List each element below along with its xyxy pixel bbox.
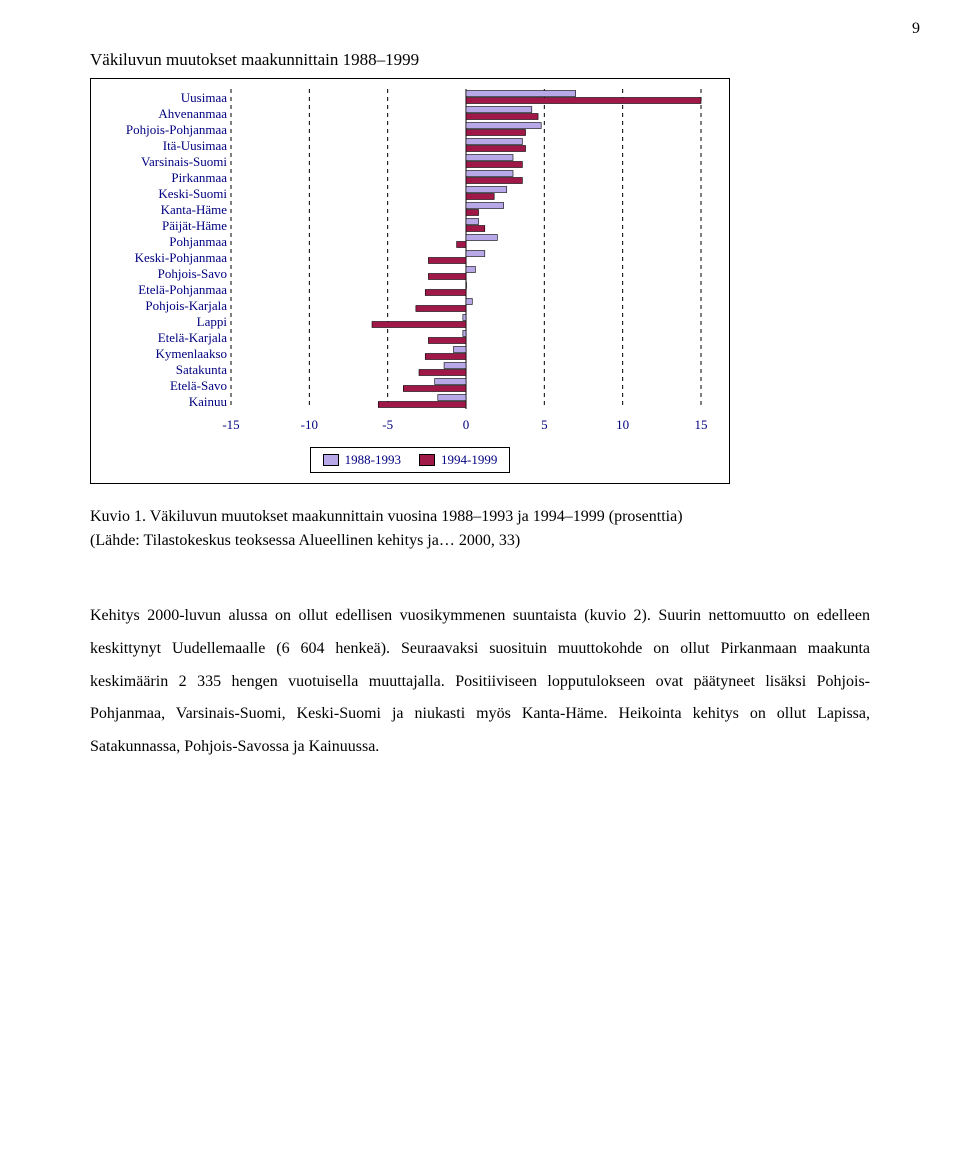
bar bbox=[466, 162, 522, 168]
category-label: Kymenlaakso bbox=[101, 345, 231, 361]
bar bbox=[466, 114, 538, 120]
svg-text:10: 10 bbox=[616, 417, 629, 432]
bar bbox=[466, 139, 522, 145]
category-label: Pohjois-Savo bbox=[101, 265, 231, 281]
category-label: Varsinais-Suomi bbox=[101, 153, 231, 169]
bar bbox=[466, 283, 467, 289]
bar bbox=[466, 178, 522, 184]
bar bbox=[466, 299, 472, 305]
category-label: Etelä-Pohjanmaa bbox=[101, 281, 231, 297]
bar bbox=[466, 219, 479, 225]
legend-label-2: 1994-1999 bbox=[441, 452, 497, 468]
legend-swatch-2 bbox=[419, 454, 435, 466]
bar bbox=[466, 107, 532, 113]
bar bbox=[466, 171, 513, 177]
bar bbox=[466, 155, 513, 161]
category-label: Pirkanmaa bbox=[101, 169, 231, 185]
bar bbox=[466, 267, 475, 273]
bar bbox=[466, 210, 479, 216]
category-label: Kanta-Häme bbox=[101, 201, 231, 217]
bar bbox=[466, 226, 485, 232]
bar bbox=[428, 338, 466, 344]
category-label: Pohjanmaa bbox=[101, 233, 231, 249]
legend-item-1: 1988-1993 bbox=[323, 452, 401, 468]
legend-swatch-1 bbox=[323, 454, 339, 466]
category-label: Päijät-Häme bbox=[101, 217, 231, 233]
category-label: Keski-Pohjanmaa bbox=[101, 249, 231, 265]
bar bbox=[403, 386, 466, 392]
bar bbox=[466, 251, 485, 257]
bar bbox=[466, 187, 507, 193]
category-label: Lappi bbox=[101, 313, 231, 329]
chart-svg: -15-10-5051015 bbox=[231, 89, 701, 439]
legend: 1988-1993 1994-1999 bbox=[310, 447, 511, 473]
bar bbox=[428, 274, 466, 280]
bar bbox=[416, 306, 466, 312]
category-label: Pohjois-Pohjanmaa bbox=[101, 121, 231, 137]
page-number: 9 bbox=[912, 20, 920, 38]
category-label: Pohjois-Karjala bbox=[101, 297, 231, 313]
bar bbox=[466, 194, 494, 200]
bar bbox=[457, 242, 466, 248]
chart-title: Väkiluvun muutokset maakunnittain 1988–1… bbox=[90, 50, 870, 70]
bar bbox=[438, 395, 466, 401]
bar bbox=[466, 91, 576, 97]
svg-text:15: 15 bbox=[695, 417, 708, 432]
figure-caption: Kuvio 1. Väkiluvun muutokset maakunnitta… bbox=[90, 508, 870, 526]
bar bbox=[463, 331, 466, 337]
category-label: Etelä-Karjala bbox=[101, 329, 231, 345]
svg-text:-10: -10 bbox=[301, 417, 318, 432]
category-label: Itä-Uusimaa bbox=[101, 137, 231, 153]
svg-text:0: 0 bbox=[463, 417, 470, 432]
body-paragraph: Kehitys 2000-luvun alussa on ollut edell… bbox=[90, 600, 870, 764]
svg-text:-5: -5 bbox=[382, 417, 393, 432]
bar bbox=[428, 258, 466, 264]
legend-label-1: 1988-1993 bbox=[345, 452, 401, 468]
bar bbox=[466, 146, 526, 152]
category-label: Uusimaa bbox=[101, 89, 231, 105]
category-label: Satakunta bbox=[101, 361, 231, 377]
category-label: Ahvenanmaa bbox=[101, 105, 231, 121]
bar bbox=[372, 322, 466, 328]
bar bbox=[453, 347, 466, 353]
bar bbox=[466, 98, 701, 104]
category-labels: UusimaaAhvenanmaaPohjois-PohjanmaaItä-Uu… bbox=[101, 89, 231, 409]
bar bbox=[466, 123, 541, 129]
bar bbox=[463, 315, 466, 321]
category-label: Etelä-Savo bbox=[101, 377, 231, 393]
bar bbox=[466, 235, 497, 241]
bar bbox=[466, 203, 504, 209]
bar bbox=[425, 290, 466, 296]
bar bbox=[435, 379, 466, 385]
category-label: Kainuu bbox=[101, 393, 231, 409]
plot-area: -15-10-5051015 bbox=[231, 89, 701, 439]
figure-source: (Lähde: Tilastokeskus teoksessa Alueelli… bbox=[90, 532, 870, 550]
bar bbox=[425, 354, 466, 360]
bar bbox=[378, 402, 466, 408]
chart-frame: UusimaaAhvenanmaaPohjois-PohjanmaaItä-Uu… bbox=[90, 78, 730, 484]
svg-text:-15: -15 bbox=[222, 417, 239, 432]
category-label: Keski-Suomi bbox=[101, 185, 231, 201]
bar bbox=[419, 370, 466, 376]
bar bbox=[466, 130, 526, 136]
svg-text:5: 5 bbox=[541, 417, 548, 432]
bar bbox=[444, 363, 466, 369]
legend-item-2: 1994-1999 bbox=[419, 452, 497, 468]
